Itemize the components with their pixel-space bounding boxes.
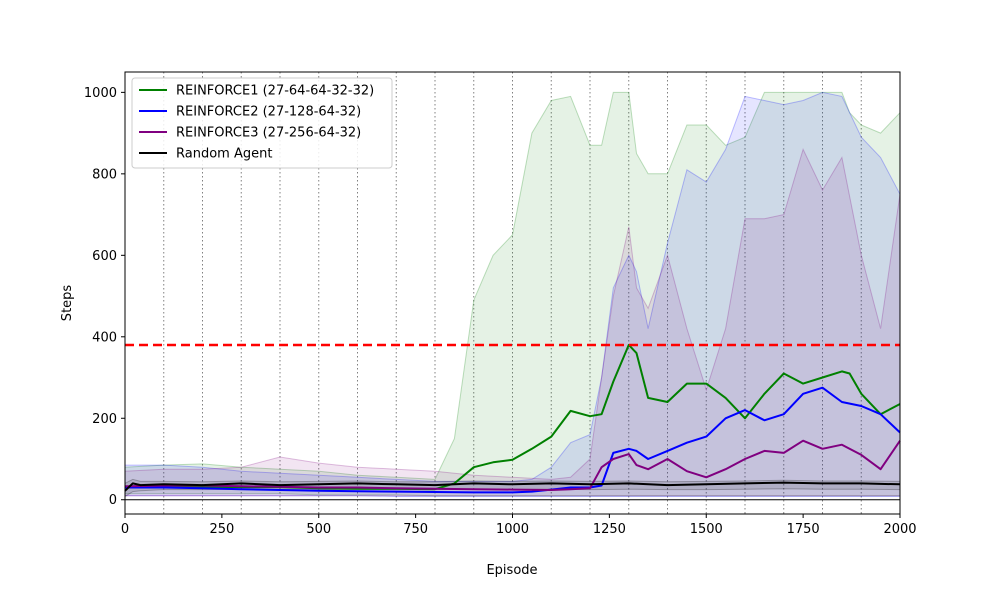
y-axis-ticks: 0 200 400 600 800 1000	[84, 86, 125, 508]
line-series-1	[125, 386, 901, 494]
x-tick-label-1: 250	[209, 522, 234, 537]
x-tick-label-2: 500	[306, 522, 331, 537]
y-tick-label-1: 200	[92, 412, 117, 427]
y-tick-label-3: 600	[92, 249, 117, 264]
y-tick-label-0: 0	[109, 493, 117, 508]
legend: REINFORCE1 (27-64-64-32-32) REINFORCE2 (2…	[131, 77, 393, 169]
line-series-3	[124, 481, 901, 492]
vertical-marker-lines	[163, 72, 862, 514]
x-tick-label-5: 1250	[593, 522, 626, 537]
line-series-0	[124, 343, 901, 491]
legend-label-3: Random Agent	[176, 147, 272, 162]
x-axis-ticks: 0 250 500 750 1000 1250 1500 1750 2000	[121, 514, 917, 537]
x-tick-label-3: 750	[403, 522, 428, 537]
y-tick-label-4: 800	[92, 167, 117, 182]
x-tick-label-0: 0	[121, 522, 129, 537]
x-tick-label-8: 2000	[883, 522, 916, 537]
series-lines	[124, 343, 901, 494]
x-tick-label-6: 1500	[690, 522, 723, 537]
line-series-2	[124, 439, 901, 491]
y-tick-label-2: 400	[92, 330, 117, 345]
x-tick-label-4: 1000	[496, 522, 529, 537]
legend-label-2: REINFORCE3 (27-256-64-32)	[176, 126, 361, 141]
y-tick-label-5: 1000	[84, 86, 117, 101]
legend-label-0: REINFORCE1 (27-64-64-32-32)	[176, 84, 374, 99]
x-tick-label-7: 1750	[787, 522, 820, 537]
legend-box	[131, 77, 393, 169]
x-axis-label: Episode	[486, 563, 537, 578]
y-axis-label: Steps	[60, 285, 75, 322]
legend-label-1: REINFORCE2 (27-128-64-32)	[176, 105, 361, 120]
